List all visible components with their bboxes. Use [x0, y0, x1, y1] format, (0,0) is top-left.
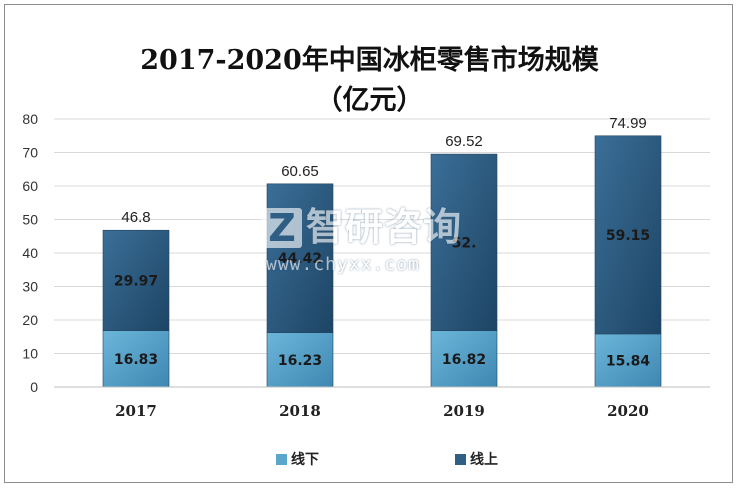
x-tick-label: 2019 [443, 402, 485, 420]
y-tick-label: 30 [22, 279, 38, 295]
total-label-2019: 69.52 [445, 133, 483, 150]
y-tick-label: 40 [22, 245, 38, 261]
legend-swatch-online [455, 453, 466, 465]
legend-item-online: 线上 [455, 449, 498, 469]
x-tick-label: 2018 [279, 402, 321, 420]
data-label-offline-2017: 16.83 [114, 352, 158, 368]
y-tick-label: 80 [22, 111, 38, 127]
data-label-offline-2020: 15.84 [606, 353, 651, 369]
total-label-2020: 74.99 [609, 115, 647, 132]
bar-offline-2020 [594, 333, 662, 388]
data-label-online-2017: 29.97 [114, 273, 158, 289]
chart-title-line-2: （亿元） [315, 85, 424, 116]
legend-label-offline: 线下 [291, 452, 319, 468]
chart-title-line-1: 2017-2020年中国冰柜零售市场规模 [140, 45, 599, 76]
y-tick-label: 0 [30, 379, 38, 395]
data-label-online-2019: 52. [452, 235, 477, 251]
data-label-offline-2019: 16.82 [442, 352, 486, 368]
data-label-offline-2018: 16.23 [278, 353, 322, 369]
legend-label-online: 线上 [470, 452, 498, 468]
y-tick-label: 20 [22, 312, 38, 328]
y-tick-label: 60 [22, 178, 38, 194]
bar-offline-2017 [102, 330, 170, 388]
data-label-online-2018: 44.42 [278, 251, 322, 267]
bar-online-2019 [430, 153, 498, 331]
y-tick-label: 50 [22, 212, 38, 228]
x-tick-label: 2017 [115, 402, 157, 420]
y-tick-label: 10 [22, 346, 38, 362]
x-tick-label: 2020 [607, 402, 649, 420]
legend-swatch-offline [276, 453, 287, 465]
bar-online-2017 [102, 229, 170, 331]
total-label-2018: 60.65 [281, 163, 319, 180]
chart-title: 2017-2020年中国冰柜零售市场规模 （亿元） [5, 41, 734, 121]
bar-online-2020 [594, 135, 662, 335]
bar-offline-2018 [266, 332, 334, 388]
total-label-2017: 46.8 [121, 209, 150, 226]
data-label-online-2020: 59.15 [606, 228, 650, 244]
bar-offline-2019 [430, 330, 498, 388]
y-tick-label: 70 [22, 145, 38, 161]
legend-item-offline: 线下 [276, 449, 319, 469]
